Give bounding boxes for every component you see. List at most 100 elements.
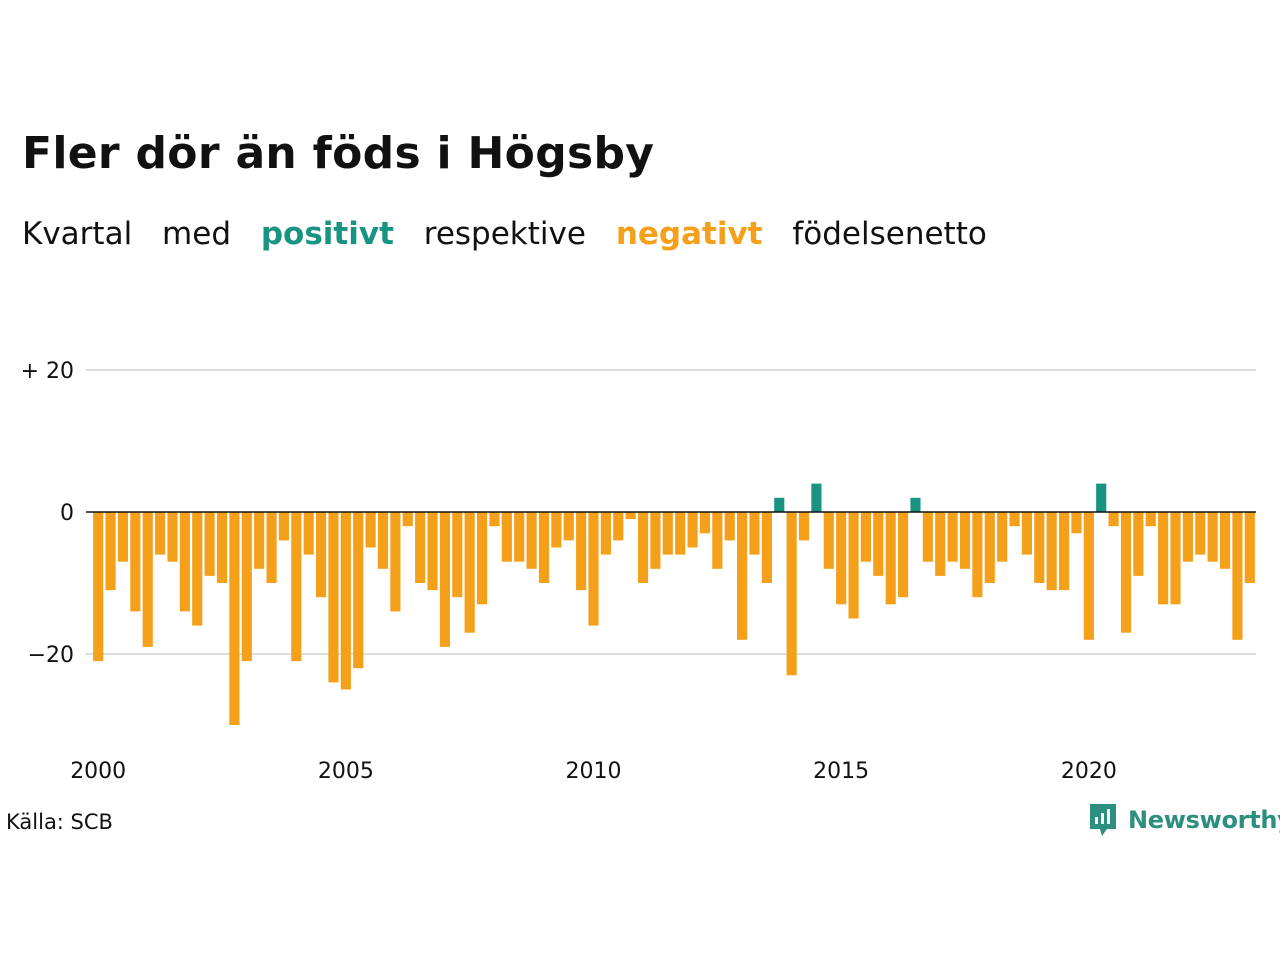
chart-title: Fler dör än föds i Högsby <box>22 128 655 179</box>
bar <box>774 497 785 512</box>
bar <box>1021 512 1032 555</box>
bar <box>192 512 203 626</box>
bar <box>216 512 228 583</box>
bar <box>786 512 797 676</box>
bar <box>340 512 351 690</box>
bar <box>402 512 413 527</box>
bar <box>1071 512 1082 534</box>
bar-chart-speech-bubble-icon <box>1090 804 1116 836</box>
bar <box>377 512 389 569</box>
bar <box>266 512 277 583</box>
bar <box>662 512 673 555</box>
bar <box>551 512 562 548</box>
source-note: Källa: SCB <box>6 810 113 834</box>
bar <box>117 512 129 562</box>
bar <box>997 512 1008 562</box>
bar <box>712 512 723 569</box>
bar <box>737 512 748 640</box>
bar <box>241 512 252 662</box>
subtitle-positive-word: positivt <box>260 216 394 252</box>
bar <box>836 512 847 605</box>
y-tick-label: 0 <box>60 501 74 526</box>
bar <box>984 512 995 583</box>
bar <box>365 512 376 548</box>
bar <box>860 512 872 562</box>
bar <box>179 512 190 612</box>
bar <box>501 512 512 562</box>
bar <box>155 512 166 555</box>
bar <box>1133 512 1144 576</box>
bar <box>316 512 327 598</box>
bar <box>910 497 921 512</box>
bar <box>526 512 537 569</box>
bar <box>93 512 104 662</box>
bar <box>464 512 475 633</box>
bar <box>687 512 698 548</box>
bar <box>947 512 958 562</box>
bar <box>761 512 772 583</box>
subtitle-prefix: Kvartal <box>22 216 133 252</box>
bar <box>749 512 760 555</box>
y-tick-label: + 20 <box>21 359 74 384</box>
subtitle-med: med <box>162 216 231 252</box>
bar <box>563 512 574 541</box>
bar <box>476 512 488 605</box>
bar <box>1219 512 1231 569</box>
bar <box>229 512 240 725</box>
bar <box>935 512 946 576</box>
bar <box>514 512 525 562</box>
bar <box>724 512 735 541</box>
newsworthy-logo: Newsworthy <box>1088 802 1280 838</box>
bar <box>328 512 339 683</box>
bar <box>1058 512 1070 591</box>
bar <box>798 512 810 541</box>
bar <box>1207 512 1218 562</box>
bar <box>1046 512 1057 591</box>
subtitle-negative-word: negativt <box>615 216 763 252</box>
bar <box>873 512 884 576</box>
bar <box>1182 512 1193 562</box>
bar <box>613 512 624 541</box>
bar <box>390 512 401 612</box>
subtitle-suffix: födelsenetto <box>792 216 987 252</box>
bar <box>1244 512 1255 583</box>
chart-subtitle: Kvartal med positivt respektive negativt… <box>22 216 987 252</box>
bar <box>650 512 661 569</box>
bar <box>625 512 636 520</box>
bar <box>811 483 822 512</box>
bar <box>167 512 178 562</box>
x-tick-label: 2005 <box>318 759 374 784</box>
bar <box>1108 512 1119 527</box>
bar <box>1083 512 1094 640</box>
bar <box>885 512 896 605</box>
bar <box>699 512 711 534</box>
bar <box>1096 483 1107 512</box>
bar <box>1158 512 1169 605</box>
bar <box>1170 512 1181 605</box>
bar <box>848 512 859 619</box>
x-tick-label: 2000 <box>70 759 126 784</box>
subtitle-middle: respektive <box>423 216 586 252</box>
bar <box>1120 512 1132 633</box>
bar <box>675 512 686 555</box>
bar <box>427 512 438 591</box>
logo-text: Newsworthy <box>1128 806 1280 834</box>
bar <box>972 512 983 598</box>
bar <box>637 512 649 583</box>
x-tick-label: 2010 <box>566 759 622 784</box>
bar <box>452 512 463 598</box>
bar <box>353 512 364 669</box>
bar <box>439 512 450 647</box>
y-tick-label: −20 <box>28 643 74 668</box>
bar <box>538 512 550 583</box>
bar <box>254 512 265 569</box>
bar <box>576 512 587 591</box>
bar <box>600 512 611 555</box>
bar <box>130 512 141 612</box>
bar <box>588 512 599 626</box>
x-tick-label: 2020 <box>1061 759 1117 784</box>
bar <box>142 512 153 647</box>
bar <box>959 512 971 569</box>
bar <box>898 512 909 598</box>
bar-chart: + 20 0 −20 2000 2005 2010 2015 2020 <box>21 359 1256 784</box>
